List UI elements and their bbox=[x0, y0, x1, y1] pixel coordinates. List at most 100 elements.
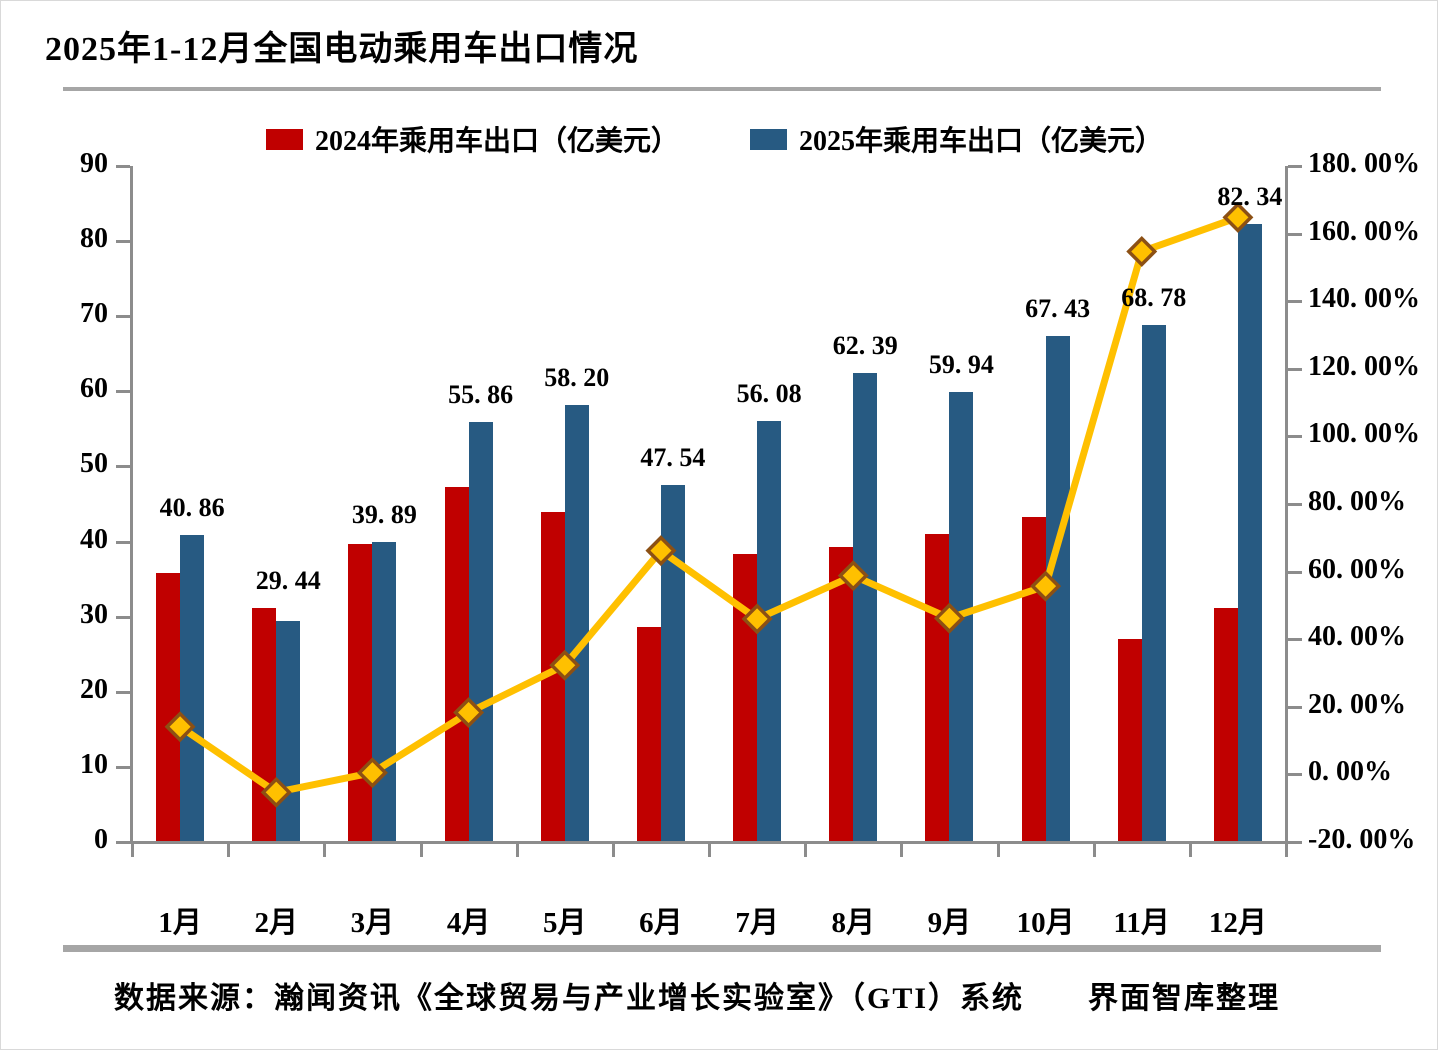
bar-value-label: 82. 34 bbox=[1217, 181, 1283, 211]
x-axis-tick bbox=[611, 842, 615, 857]
secondary-axis-tick bbox=[1288, 638, 1302, 642]
bar-2025 bbox=[564, 404, 589, 842]
x-axis-tick bbox=[1092, 842, 1096, 857]
bar-2025 bbox=[1045, 335, 1070, 842]
page-title: 2025年1-12月全国电动乘用车出口情况 bbox=[45, 31, 639, 68]
title-divider bbox=[63, 87, 1381, 91]
bar-2025 bbox=[949, 391, 974, 842]
bar-2024 bbox=[156, 573, 181, 842]
y-axis-tick bbox=[116, 841, 130, 844]
bar-2025 bbox=[1237, 223, 1262, 842]
y-axis-tick bbox=[116, 765, 130, 769]
secondary-axis-label: 80. 00% bbox=[1308, 486, 1406, 517]
secondary-axis-label: 60. 00% bbox=[1308, 553, 1406, 585]
bar-2025 bbox=[276, 620, 301, 842]
secondary-axis-tick bbox=[1288, 503, 1302, 506]
x-axis-tick bbox=[1188, 842, 1192, 857]
legend-label-2024: 2024年乘用车出口（亿美元） bbox=[315, 126, 680, 157]
x-axis-label: 4月 bbox=[446, 907, 491, 939]
y-axis-tick bbox=[116, 615, 130, 619]
x-axis-tick bbox=[419, 842, 423, 857]
bar-value-label: 59. 94 bbox=[928, 349, 994, 379]
y-axis-label: 0 bbox=[94, 824, 108, 855]
legend-label-2025: 2025年乘用车出口（亿美元） bbox=[799, 126, 1164, 157]
bar-2024 bbox=[829, 546, 854, 842]
bar-2024 bbox=[925, 534, 950, 842]
y-axis-tick bbox=[116, 315, 130, 319]
secondary-axis-tick bbox=[1288, 841, 1302, 844]
y-axis-label: 80 bbox=[80, 223, 108, 255]
y-axis-label: 50 bbox=[80, 448, 108, 480]
secondary-axis-tick bbox=[1288, 232, 1302, 236]
secondary-axis-label: 120. 00% bbox=[1308, 350, 1420, 382]
x-axis-tick bbox=[804, 842, 808, 857]
secondary-axis-label: 160. 00% bbox=[1308, 215, 1420, 247]
y-axis-label: 20 bbox=[80, 673, 108, 705]
bar-2024 bbox=[1117, 639, 1142, 842]
x-axis-tick bbox=[708, 842, 711, 857]
x-axis-label: 5月 bbox=[542, 907, 587, 939]
x-axis-tick bbox=[996, 842, 1000, 857]
bar-2024 bbox=[1213, 608, 1238, 842]
legend-item-2025: 2025年乘用车出口（亿美元） bbox=[750, 119, 1163, 159]
bar-2025 bbox=[468, 422, 493, 842]
x-axis-tick bbox=[227, 842, 231, 857]
y-axis-tick bbox=[116, 465, 130, 469]
source-note: 数据来源：瀚闻资讯《全球贸易与产业增长实验室》（GTI）系统 界面智库整理 bbox=[114, 982, 1281, 1015]
secondary-axis-tick bbox=[1288, 570, 1302, 574]
bar-2024 bbox=[444, 487, 469, 842]
y-axis-tick bbox=[116, 690, 130, 694]
x-axis-label: 2月 bbox=[254, 907, 298, 939]
legend-swatch-2025-icon bbox=[750, 128, 787, 150]
secondary-axis-label: 40. 00% bbox=[1308, 621, 1406, 653]
secondary-axis-label: 100. 00% bbox=[1308, 418, 1420, 450]
bar-2025 bbox=[853, 373, 878, 842]
bar-2024 bbox=[540, 511, 565, 842]
bar-value-label: 58. 20 bbox=[544, 362, 610, 392]
bar-2024 bbox=[252, 608, 277, 842]
y-axis-label: 60 bbox=[80, 373, 108, 405]
x-axis-label: 6月 bbox=[639, 907, 683, 939]
x-axis-tick bbox=[323, 842, 327, 857]
x-axis-label: 12月 bbox=[1208, 907, 1267, 939]
secondary-axis-tick bbox=[1288, 165, 1302, 168]
y-axis-tick bbox=[116, 165, 130, 168]
y-axis-label: 70 bbox=[80, 298, 108, 330]
bar-2025 bbox=[1141, 325, 1166, 842]
x-axis-tick bbox=[131, 842, 134, 857]
bar-2024 bbox=[733, 553, 758, 842]
secondary-axis-tick bbox=[1288, 705, 1302, 709]
y-axis-tick bbox=[116, 240, 130, 244]
secondary-axis-tick bbox=[1288, 367, 1302, 371]
y-axis-label: 30 bbox=[80, 598, 108, 630]
x-axis-label: 7月 bbox=[735, 907, 779, 939]
x-axis-tick bbox=[515, 842, 519, 857]
secondary-axis-label: 0. 00% bbox=[1308, 756, 1392, 788]
plot-area bbox=[132, 166, 1286, 842]
x-axis-label: 10月 bbox=[1016, 907, 1075, 939]
y-axis-label: 10 bbox=[80, 748, 108, 780]
bar-value-label: 56. 08 bbox=[736, 378, 802, 408]
secondary-axis-line bbox=[1285, 166, 1288, 842]
x-axis-label: 8月 bbox=[831, 907, 875, 939]
secondary-axis-label: 20. 00% bbox=[1308, 688, 1406, 720]
y-axis-label: 40 bbox=[80, 523, 108, 555]
x-axis-label: 1月 bbox=[158, 907, 202, 939]
secondary-axis-label: 140. 00% bbox=[1308, 283, 1420, 315]
secondary-axis-tick bbox=[1288, 300, 1302, 304]
x-axis-label: 11月 bbox=[1113, 907, 1170, 939]
x-axis-tick bbox=[900, 842, 904, 857]
secondary-axis-tick bbox=[1288, 435, 1302, 439]
bar-value-label: 40. 86 bbox=[159, 493, 225, 523]
bar-value-label: 47. 54 bbox=[640, 442, 706, 472]
bar-value-label: 29. 44 bbox=[255, 566, 321, 596]
footer-divider bbox=[63, 945, 1381, 952]
secondary-axis-label: 180. 00% bbox=[1308, 148, 1420, 179]
x-axis-tick bbox=[1285, 842, 1288, 857]
bar-2025 bbox=[757, 420, 782, 842]
bar-2024 bbox=[1021, 516, 1046, 842]
bar-value-label: 68. 78 bbox=[1121, 283, 1187, 313]
x-axis-label: 3月 bbox=[350, 907, 395, 939]
legend-item-2024: 2024年乘用车出口（亿美元） bbox=[266, 119, 679, 159]
